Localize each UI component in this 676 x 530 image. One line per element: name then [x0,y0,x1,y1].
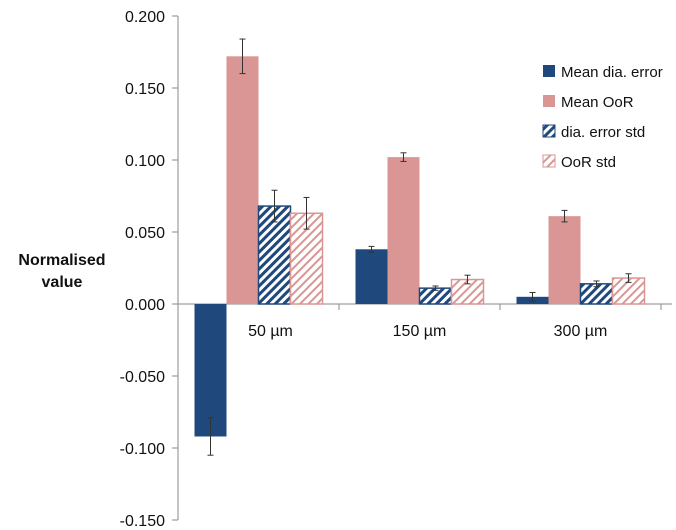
y-tick-label: 0.150 [125,81,165,98]
category-label: 150 µm [393,323,447,340]
legend-label: dia. error std [561,124,645,141]
legend-swatch [542,154,556,168]
legend-swatch [543,95,555,107]
bar [387,157,420,304]
y-tick-label: -0.100 [120,441,165,458]
y-axis: 0.200 0.150 0.100 0.050 0.000 -0.050 -0.100 -0.… [120,9,179,530]
bars [194,38,646,456]
y-tick-label: 0.200 [125,9,165,26]
legend-label: Mean OoR [561,94,634,111]
category-labels: 50 µm 150 µm 300 µm [248,323,607,340]
legend-label: Mean dia. error [561,64,663,81]
x-axis [178,303,672,310]
y-tick-label: -0.050 [120,369,165,386]
legend-label: OoR std [561,154,616,171]
y-tick-label: 0.000 [125,297,165,314]
y-tick-label: -0.150 [120,513,165,530]
bar [194,304,227,437]
legend-swatch [542,124,556,138]
legend-swatch [543,65,555,77]
bar [355,249,388,304]
bar [226,56,259,304]
category-label: 300 µm [554,323,608,340]
y-tick-label: 0.100 [125,153,165,170]
category-label: 50 µm [248,323,293,340]
legend: Mean dia. error Mean OoR dia. error std OoR… [542,64,663,171]
y-axis-title: Normalised value [18,252,105,291]
y-tick-label: 0.050 [125,225,165,242]
bar [548,216,581,304]
